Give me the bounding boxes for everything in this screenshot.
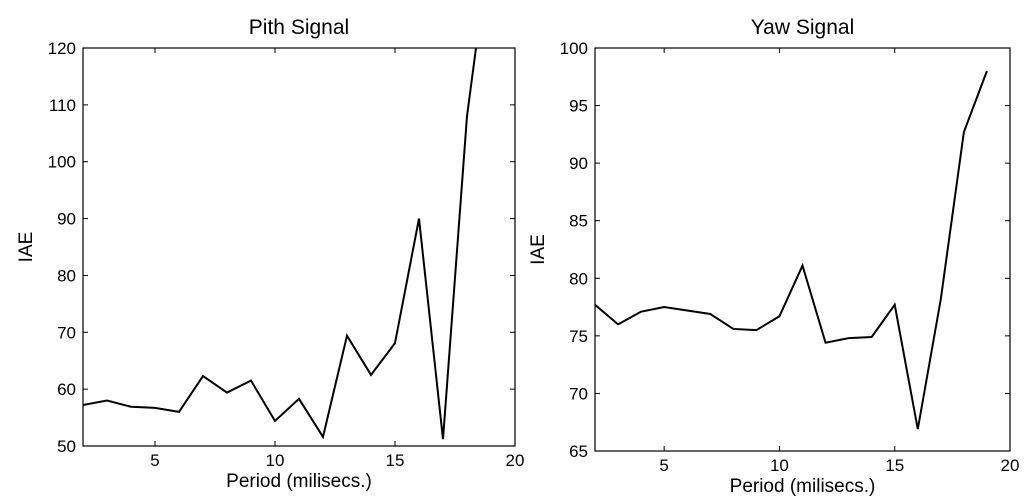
x-tick-label: 20 [1001, 456, 1020, 475]
x-tick-label: 5 [659, 456, 668, 475]
x-tick-label: 20 [506, 451, 525, 470]
y-tick-label: 50 [57, 437, 76, 456]
y-tick-label: 70 [569, 384, 588, 403]
chart-title: Pith Signal [249, 16, 349, 39]
x-axis-label: Period (milisecs.) [730, 476, 876, 497]
x-tick-label: 15 [885, 456, 904, 475]
y-axis-label: IAE [16, 232, 37, 263]
chart-title: Yaw Signal [751, 16, 855, 39]
y-tick-label: 70 [57, 323, 76, 342]
axes-frame [82, 47, 516, 447]
y-tick-label: 80 [57, 266, 76, 285]
y-tick-label: 120 [48, 39, 76, 58]
y-tick-label: 100 [48, 153, 76, 172]
y-tick-label: 100 [560, 39, 588, 58]
chart-pith-signal: Pith Signal Period (milisecs.) IAE 5 10 15… [16, 16, 525, 492]
y-tick-label: 85 [569, 212, 588, 231]
y-tick-label: 80 [569, 269, 588, 288]
y-tick-label: 95 [569, 97, 588, 116]
y-axis-label: IAE [528, 234, 549, 265]
plot-area [83, 48, 478, 440]
x-tick-label: 5 [150, 451, 159, 470]
y-tick-label: 90 [569, 154, 588, 173]
plot-area [595, 70, 988, 430]
y-tick-label: 110 [49, 96, 76, 115]
series-line [83, 48, 478, 440]
y-tick-label: 90 [57, 210, 76, 229]
x-tick-label: 15 [386, 451, 405, 470]
y-tick-label: 65 [569, 442, 588, 461]
chart-yaw-signal: Yaw Signal Period (milisecs.) IAE 5 10 15 2… [528, 16, 1019, 497]
x-tick-label: 10 [266, 451, 285, 470]
axis-ticks: 5 10 15 20 50 60 70 80 90 100 110 120 [48, 39, 525, 470]
y-tick-label: 60 [57, 380, 76, 399]
series-line [595, 70, 988, 430]
x-axis-label: Period (milisecs.) [226, 471, 372, 492]
x-tick-label: 10 [770, 456, 789, 475]
axis-ticks: 5 10 15 20 65 70 75 80 85 90 95 100 [560, 39, 1020, 475]
axes-frame [594, 47, 1011, 452]
y-tick-label: 75 [569, 327, 588, 346]
